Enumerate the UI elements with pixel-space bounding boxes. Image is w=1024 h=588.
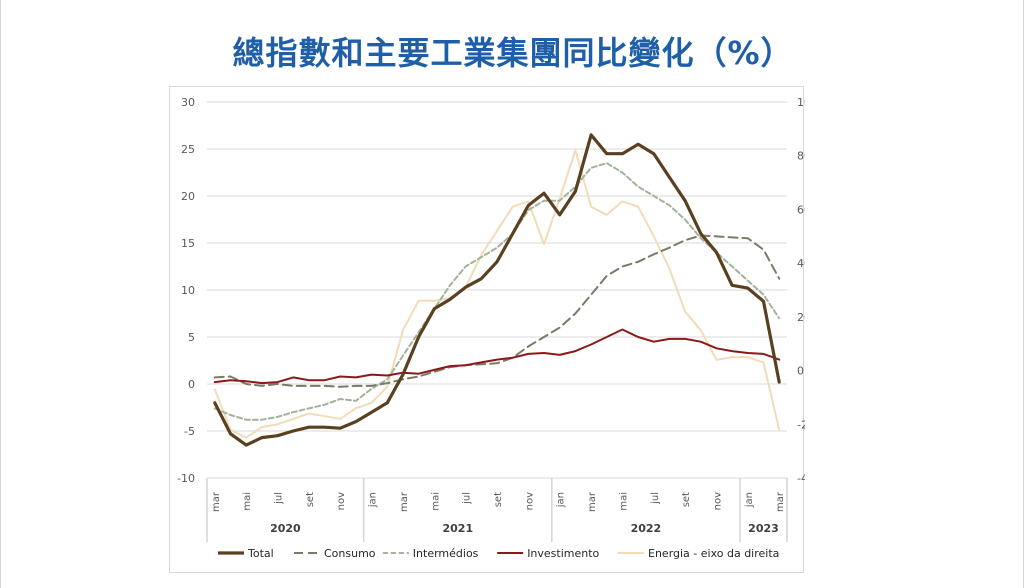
year-label: 2021 [442, 522, 473, 535]
y2-tick-label: -20 [797, 418, 805, 431]
x-tick-label: mai [242, 492, 253, 511]
page-title: 總指數和主要工業集團同比變化（%） [232, 34, 794, 72]
x-tick-label: mar [775, 491, 786, 512]
series-line-intermédios [213, 162, 781, 421]
line-chart: 30 25 20 15 10 5 0 -5 -10 100 80 60 40 20 0 -20 -40 mar… [177, 96, 818, 560]
x-axis-ticks: mar mai jul set nov jan mar mai jul set nov jan mar m… [211, 491, 786, 512]
y-tick-label: 30 [181, 96, 195, 109]
series-line-energia [213, 149, 781, 439]
x-tick-label: nov [336, 492, 347, 510]
y2-tick-label: 100 [797, 96, 805, 109]
series-line-total [213, 133, 781, 447]
y2-tick-label: 40 [797, 257, 805, 270]
series-lines [213, 133, 781, 447]
x-tick-label: jan [556, 492, 567, 508]
y-tick-label: -5 [184, 425, 195, 438]
x-tick-label: jul [650, 492, 661, 505]
legend-label: Total [247, 547, 274, 560]
x-tick-label: mar [399, 491, 410, 512]
year-label: 2023 [748, 522, 779, 535]
y2-tick-label: 20 [797, 311, 805, 324]
x-tick-label: nov [524, 492, 535, 510]
y2-tick-label: 60 [797, 203, 805, 216]
year-labels: 2020 2021 2022 2023 [206, 478, 788, 542]
y2-tick-label: 0 [797, 365, 804, 378]
y2-tick-label: 80 [797, 150, 805, 163]
x-tick-label: nov [712, 492, 723, 510]
x-tick-label: set [305, 492, 316, 507]
y-tick-label: 5 [188, 331, 195, 344]
x-tick-label: jul [274, 492, 285, 505]
x-tick-label: set [493, 492, 504, 507]
y-tick-label: -10 [177, 472, 195, 485]
legend-label: Investimento [527, 547, 599, 560]
series-line-consumo [213, 234, 781, 388]
x-tick-label: set [681, 492, 692, 507]
year-label: 2020 [270, 522, 301, 535]
y-tick-label: 10 [181, 284, 195, 297]
x-tick-label: mai [430, 492, 441, 511]
x-tick-label: jan [368, 492, 379, 508]
right-axis-ticks: 100 80 60 40 20 0 -20 -40 [797, 96, 818, 485]
y-tick-label: 15 [181, 237, 195, 250]
x-tick-label: jan [744, 492, 755, 508]
chart-area: 30 25 20 15 10 5 0 -5 -10 100 80 60 40 20 0 -20 -40 mar… [169, 86, 818, 573]
series-line-investimento [213, 328, 781, 385]
y2-tick-label: -40 [797, 472, 805, 485]
legend-label: Energia - eixo da direita [648, 547, 779, 560]
y-tick-label: 25 [181, 143, 195, 156]
y-tick-label: 20 [181, 190, 195, 203]
x-tick-label: mar [587, 491, 598, 512]
grid-lines [207, 101, 787, 479]
x-tick-label: jul [462, 492, 473, 505]
year-label: 2022 [631, 522, 662, 535]
legend-label: Consumo [324, 547, 376, 560]
legend-label: Intermédios [413, 547, 479, 560]
y-tick-label: 0 [188, 378, 195, 391]
legend: Total Consumo Intermédios Investimento Energ… [218, 547, 779, 560]
x-tick-label: mai [618, 492, 629, 511]
x-tick-label: mar [211, 491, 222, 512]
left-axis-ticks: 30 25 20 15 10 5 0 -5 -10 [177, 96, 195, 485]
